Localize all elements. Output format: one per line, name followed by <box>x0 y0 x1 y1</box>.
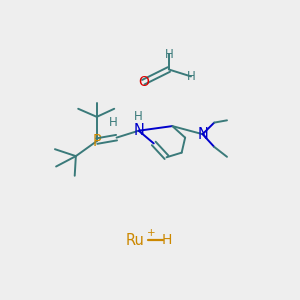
Text: O: O <box>138 75 149 89</box>
Text: H: H <box>109 116 117 129</box>
Text: N: N <box>197 127 208 142</box>
Text: +: + <box>147 228 155 238</box>
Text: H: H <box>164 48 173 61</box>
Text: H: H <box>187 70 195 83</box>
Text: H: H <box>161 233 172 248</box>
Text: H: H <box>134 110 143 123</box>
Text: Ru: Ru <box>126 233 145 248</box>
Text: N: N <box>133 123 144 138</box>
Text: P: P <box>92 134 101 148</box>
